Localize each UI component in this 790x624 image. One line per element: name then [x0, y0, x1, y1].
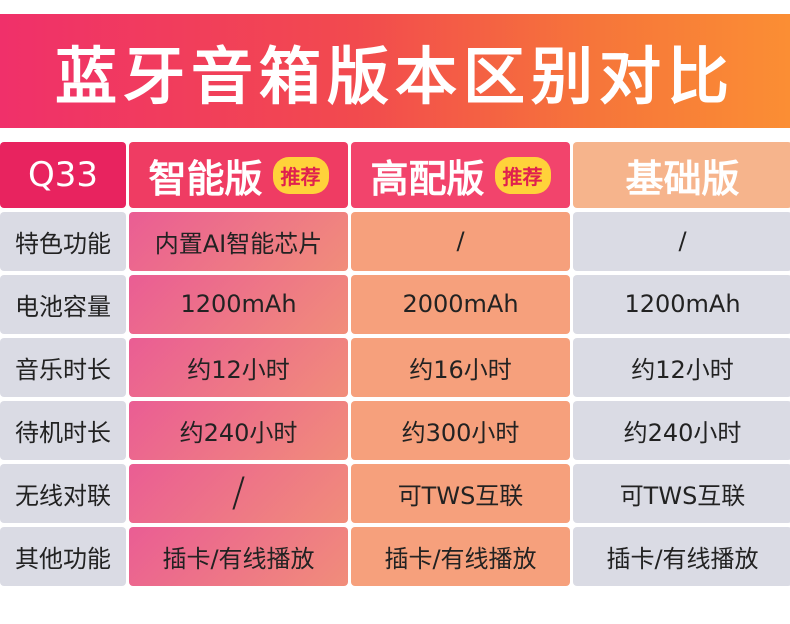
column-name: 智能版	[148, 156, 263, 201]
table-cell: 约300小时	[351, 400, 570, 460]
table-cell: 约12小时	[129, 337, 348, 397]
table-cell: /	[573, 211, 790, 271]
model-label: Q33	[0, 142, 126, 208]
table-cell: 插卡/有线播放	[573, 526, 790, 586]
table-cell: /	[129, 463, 348, 523]
table-cell: 插卡/有线播放	[129, 526, 348, 586]
row-label: 音乐时长	[0, 337, 126, 397]
column-name: 基础版	[625, 156, 740, 201]
column-header-smart: 智能版 推荐	[129, 142, 348, 208]
table-cell: 约12小时	[573, 337, 790, 397]
table-cell: 可TWS互联	[351, 463, 570, 523]
row-label: 无线对联	[0, 463, 126, 523]
table-cell: 1200mAh	[573, 274, 790, 334]
recommend-badge: 推荐	[494, 156, 551, 194]
column-name: 高配版	[370, 156, 485, 201]
column-header-basic: 基础版	[573, 142, 790, 208]
row-label: 电池容量	[0, 274, 126, 334]
page-title: 蓝牙音箱版本区别对比	[54, 40, 735, 113]
table-cell: 插卡/有线播放	[351, 526, 570, 586]
title-banner: 蓝牙音箱版本区别对比	[0, 14, 790, 128]
table-cell: 约240小时	[573, 400, 790, 460]
column-header-high: 高配版 推荐	[351, 142, 570, 208]
recommend-badge: 推荐	[272, 156, 329, 194]
table-cell: /	[351, 211, 570, 271]
comparison-table: Q33 智能版 推荐 高配版 推荐 基础版 特色功能 内置AI智能芯片 / / …	[0, 142, 790, 586]
row-label: 待机时长	[0, 400, 126, 460]
table-cell: 约240小时	[129, 400, 348, 460]
row-label: 特色功能	[0, 211, 126, 271]
table-cell: 1200mAh	[129, 274, 348, 334]
table-cell: 内置AI智能芯片	[129, 211, 348, 271]
table-cell: 约16小时	[351, 337, 570, 397]
row-label: 其他功能	[0, 526, 126, 586]
table-cell: 可TWS互联	[573, 463, 790, 523]
table-cell: 2000mAh	[351, 274, 570, 334]
